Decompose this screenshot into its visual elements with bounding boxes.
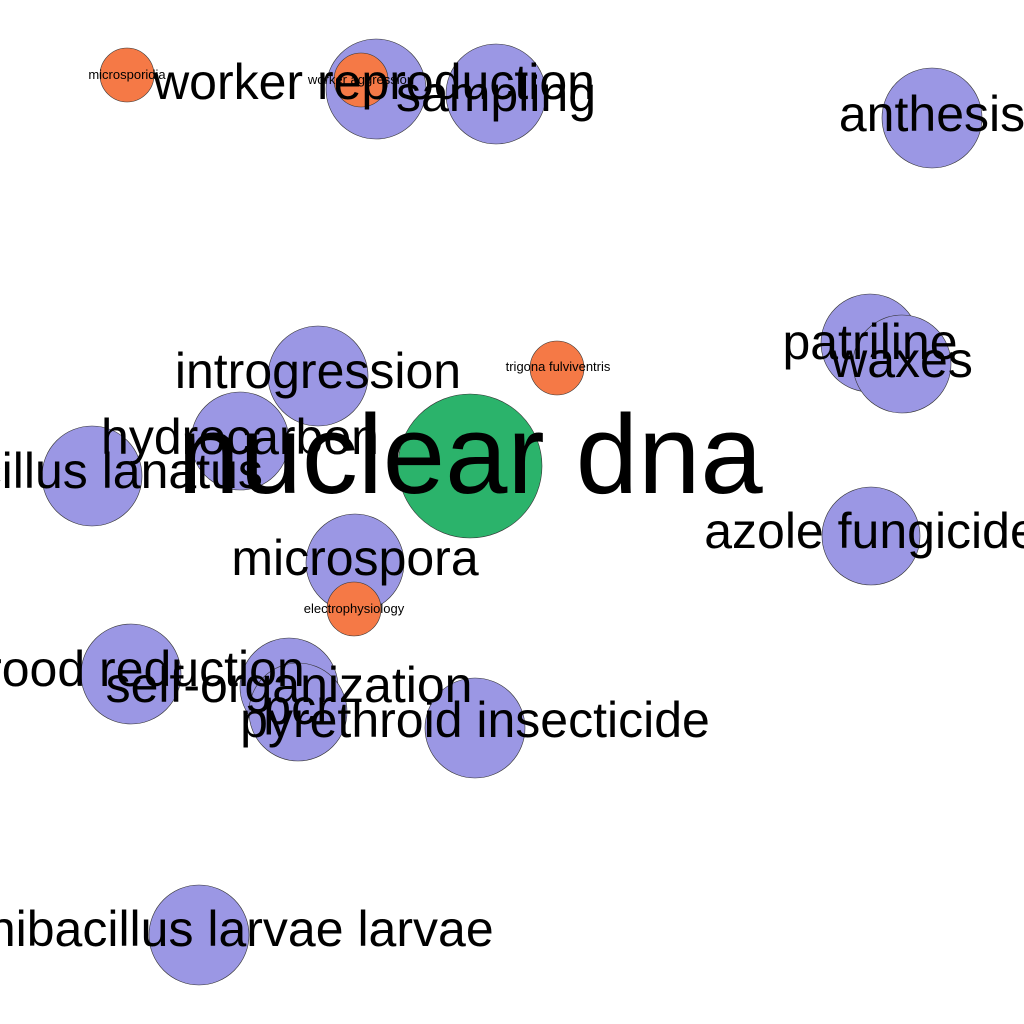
label-brood-reduction: brood reduction <box>0 641 305 697</box>
node-labels: microsporidia worker reproduction worker… <box>0 54 1024 957</box>
node-introgression[interactable] <box>267 325 369 427</box>
node-electrophysiology[interactable] <box>326 581 382 637</box>
label-worker-reproduction: worker reproduction <box>152 54 595 110</box>
node-sampling[interactable] <box>445 43 547 145</box>
label-introgression: introgression <box>175 343 461 399</box>
node-waxes[interactable] <box>852 314 952 414</box>
label-paenibacillus-larvae-larvae: paenibacillus larvae larvae <box>0 901 494 957</box>
label-microsporidia: microsporidia <box>88 67 166 82</box>
label-worker-aggression: worker aggression <box>307 72 414 87</box>
label-hydrocarbon: hydrocarbon <box>101 409 379 465</box>
node-bacillus-lanatus[interactable] <box>41 425 143 527</box>
label-trigona-fulviventris: trigona fulviventris <box>506 359 611 374</box>
label-waxes: waxes <box>830 332 973 388</box>
node-circles <box>41 38 983 986</box>
label-anthesis: anthesis <box>839 86 1024 142</box>
node-anthesis[interactable] <box>881 67 983 169</box>
label-self-organization: self-organization <box>106 657 473 713</box>
label-patriline: patriline <box>782 314 957 370</box>
node-microsporidia[interactable] <box>99 47 155 103</box>
label-azole-fungicide: azole fungicide <box>704 503 1024 559</box>
node-nuclear-dna[interactable] <box>397 393 543 539</box>
label-sampling: sampling <box>396 66 596 122</box>
node-brood-reduction[interactable] <box>80 623 182 725</box>
node-worker-aggression[interactable] <box>333 52 389 108</box>
node-trigona-fulviventris[interactable] <box>529 340 585 396</box>
node-hydrocarbon[interactable] <box>190 391 290 491</box>
node-paenibacillus-larvae-larvae[interactable] <box>148 884 250 986</box>
label-nuclear-dna: nuclear dna <box>177 392 763 517</box>
label-electrophysiology: electrophysiology <box>304 601 405 616</box>
label-pcr: pcr <box>263 679 332 735</box>
node-pyrethroid-insecticide[interactable] <box>424 677 526 779</box>
label-pyrethroid-insecticide: pyrethroid insecticide <box>240 692 710 748</box>
label-microspora: microspora <box>231 530 478 586</box>
node-azole-fungicide[interactable] <box>821 486 921 586</box>
node-pcr[interactable] <box>248 662 348 762</box>
label-bacillus-lanatus: bacillus lanatus <box>0 443 263 499</box>
